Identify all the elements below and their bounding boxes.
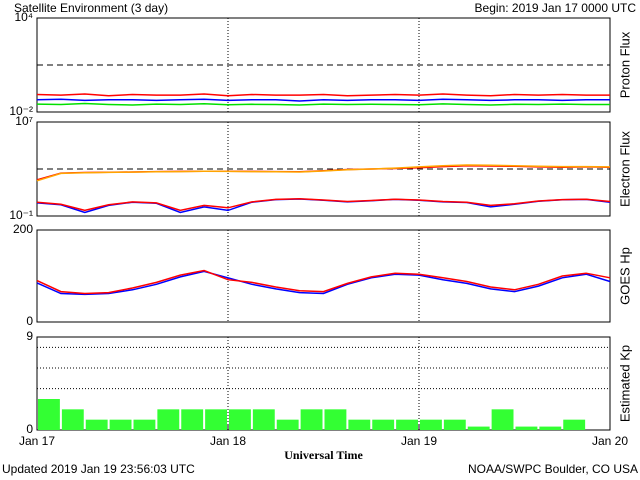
y-tick-label: 0 <box>26 314 33 328</box>
y-tick-label: 200 <box>13 222 33 236</box>
bar <box>300 409 323 430</box>
y-tick-label: 10⁴ <box>14 10 33 24</box>
y-axis-label: Estimated Kp <box>617 345 632 422</box>
bar <box>38 399 60 430</box>
updated-label: Updated 2019 Jan 19 23:56:03 UTC <box>2 462 195 476</box>
series-line <box>36 98 610 102</box>
bar <box>396 419 418 430</box>
bar <box>420 419 442 430</box>
x-tick-label: Jan 19 <box>401 434 437 448</box>
x-axis-label: Universal Time <box>284 448 363 462</box>
y-axis-label: Electron Flux <box>617 131 632 207</box>
source-label: NOAA/SWPC Boulder, CO USA <box>468 462 638 476</box>
y-tick-label: 10⁻¹ <box>9 208 33 222</box>
bar <box>563 419 586 430</box>
bar <box>252 409 275 430</box>
bar <box>372 419 395 430</box>
bar <box>324 409 347 430</box>
y-tick-label: 10⁻² <box>9 104 33 118</box>
x-tick-label: Jan 17 <box>19 434 55 448</box>
series-line <box>36 93 610 97</box>
bar <box>491 409 514 430</box>
series-line <box>36 270 611 296</box>
bar <box>181 409 204 430</box>
series-line <box>36 102 610 106</box>
series-line <box>36 164 611 182</box>
y-tick-label: 10⁷ <box>15 114 33 128</box>
bar <box>85 419 108 430</box>
panel-frame <box>36 229 611 323</box>
bar <box>61 409 84 430</box>
bar <box>109 419 132 430</box>
bar <box>205 409 227 430</box>
x-tick-label: Jan 20 <box>592 434 628 448</box>
chart-title: Satellite Environment (3 day) <box>14 1 168 15</box>
y-tick-label: 0 <box>26 422 33 436</box>
bar <box>348 419 371 430</box>
bar <box>157 409 180 430</box>
y-tick-label: 9 <box>26 329 33 343</box>
bar <box>133 419 156 430</box>
bar <box>443 419 466 430</box>
y-axis-label: Proton Flux <box>617 31 632 98</box>
series-line <box>36 198 611 212</box>
y-axis-label: GOES Hp <box>617 247 632 305</box>
panel-frame <box>36 336 611 431</box>
begin-label: Begin: 2019 Jan 17 0000 UTC <box>475 1 637 15</box>
series-line <box>36 269 611 295</box>
bar <box>539 426 562 430</box>
bar <box>515 426 538 430</box>
bar <box>229 409 251 430</box>
bar <box>276 419 299 430</box>
x-tick-label: Jan 18 <box>210 434 246 448</box>
bar <box>467 426 490 430</box>
